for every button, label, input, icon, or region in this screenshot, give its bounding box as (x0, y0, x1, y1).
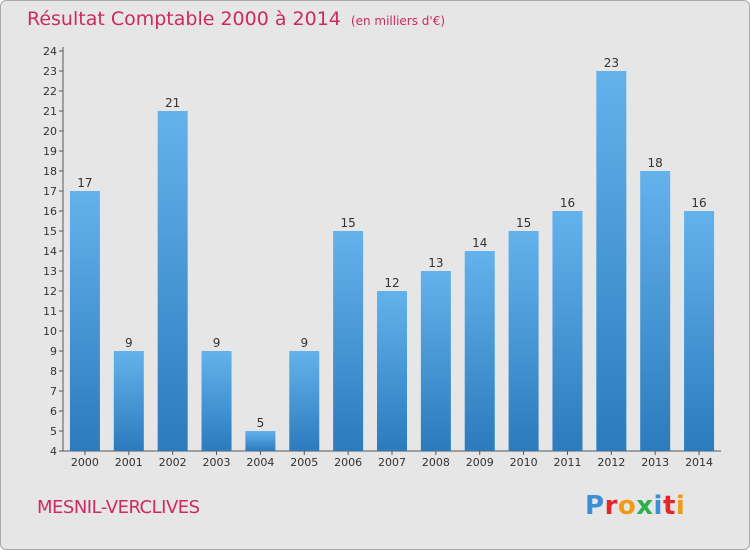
y-tick-label: 17 (43, 185, 57, 198)
chart-title-text: Résultat Comptable 2000 à 2014 (27, 8, 341, 30)
bar (420, 271, 451, 451)
bar (157, 111, 188, 451)
y-tick-label: 10 (43, 325, 57, 338)
x-tick-label: 2000 (71, 456, 99, 469)
y-tick-label: 23 (43, 65, 57, 78)
data-label: 18 (648, 156, 663, 170)
logo-letter: r (604, 491, 618, 521)
y-tick-label: 13 (43, 265, 57, 278)
data-label: 15 (340, 216, 355, 230)
x-tick-label: 2012 (597, 456, 625, 469)
y-tick-label: 6 (50, 405, 57, 418)
x-tick-label: 2009 (466, 456, 494, 469)
y-tick-label: 8 (50, 365, 57, 378)
x-tick-label: 2002 (159, 456, 187, 469)
y-tick-label: 18 (43, 165, 57, 178)
x-tick-label: 2013 (641, 456, 669, 469)
x-tick-label: 2011 (553, 456, 581, 469)
data-label: 16 (691, 196, 706, 210)
x-tick-label: 2003 (203, 456, 231, 469)
data-label: 13 (428, 256, 443, 270)
x-tick-label: 2007 (378, 456, 406, 469)
bar (289, 351, 320, 451)
bar (69, 191, 100, 451)
chart-subtitle: (en milliers d'€) (350, 14, 446, 28)
bar (377, 291, 407, 451)
y-tick-label: 7 (50, 385, 57, 398)
data-label: 15 (516, 216, 531, 230)
bar (508, 231, 539, 451)
x-tick-label: 2006 (334, 456, 362, 469)
y-tick-label: 24 (43, 45, 57, 58)
data-label: 23 (604, 56, 619, 70)
bar (552, 211, 583, 451)
x-tick-label: 2005 (290, 456, 318, 469)
logo-letter: o (617, 491, 637, 521)
bar (113, 351, 144, 451)
y-tick-label: 15 (43, 225, 57, 238)
data-label: 21 (165, 96, 180, 110)
bar (333, 231, 364, 451)
x-tick-label: 2010 (510, 456, 538, 469)
data-label: 16 (560, 196, 575, 210)
y-tick-label: 12 (43, 285, 57, 298)
logo-letter: i (675, 491, 686, 521)
town-name: MESNIL-VERCLIVES (37, 497, 200, 518)
bar (201, 351, 232, 451)
y-tick-label: 11 (43, 305, 57, 318)
bar (245, 431, 276, 451)
y-tick-label: 5 (50, 425, 57, 438)
chart-title: Résultat Comptable 2000 à 2014 (en millie… (27, 8, 445, 30)
x-tick-label: 2014 (685, 456, 713, 469)
logo-letter: x (636, 491, 654, 521)
data-label: 17 (77, 176, 92, 190)
y-tick-label: 16 (43, 205, 57, 218)
data-label: 9 (213, 336, 221, 350)
bar (684, 211, 715, 451)
y-tick-label: 4 (50, 445, 57, 458)
y-tick-label: 21 (43, 105, 57, 118)
bar (596, 71, 627, 451)
data-label: 14 (472, 236, 487, 250)
y-tick-label: 14 (43, 245, 57, 258)
x-tick-label: 2001 (115, 456, 143, 469)
data-label: 9 (125, 336, 133, 350)
y-tick-label: 22 (43, 85, 57, 98)
y-tick-label: 9 (50, 345, 57, 358)
data-label: 12 (384, 276, 399, 290)
data-label: 9 (300, 336, 308, 350)
y-tick-label: 19 (43, 145, 57, 158)
x-tick-label: 2008 (422, 456, 450, 469)
y-tick-label: 20 (43, 125, 57, 138)
logo-letter: t (662, 491, 676, 521)
proxiti-logo: Proxiti (585, 491, 685, 521)
x-tick-label: 2004 (246, 456, 274, 469)
logo-letter: P (585, 491, 605, 521)
bar (640, 171, 671, 451)
logo-letter: i (653, 491, 663, 521)
data-label: 5 (257, 416, 265, 430)
bar (464, 251, 495, 451)
